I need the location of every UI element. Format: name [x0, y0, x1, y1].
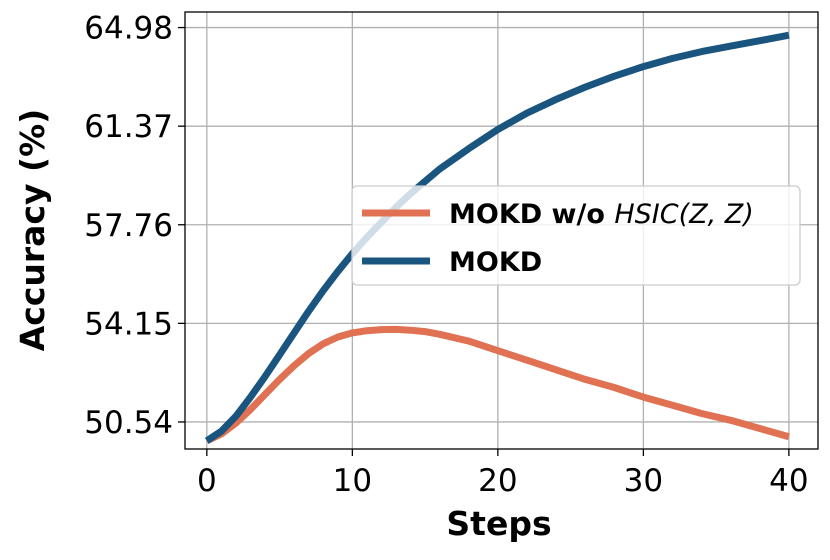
y-axis-title: Accuracy (%) — [13, 109, 52, 352]
plot-frame — [184, 11, 819, 450]
y-tick-label: 54.15 — [84, 306, 173, 342]
x-tick-label: 10 — [333, 463, 372, 499]
x-tick-label: 0 — [197, 463, 217, 499]
y-tick-label: 57.76 — [84, 208, 173, 244]
y-tick-label: 50.54 — [84, 405, 173, 441]
x-tick-label: 20 — [478, 463, 517, 499]
x-tick-label: 30 — [624, 463, 663, 499]
x-axis-title: Steps — [446, 504, 551, 543]
legend-box — [351, 185, 801, 286]
y-tick-label: 64.98 — [84, 11, 173, 47]
legend-label-1: MOKD — [449, 247, 542, 278]
legend-label-0: MOKD w/o HSIC(Z, Z) — [449, 199, 754, 230]
y-tick-label: 61.37 — [84, 109, 173, 145]
legend: MOKD w/o HSIC(Z, Z) MOKD — [351, 185, 801, 286]
x-tick-label: 40 — [769, 463, 808, 499]
ticks: 0 10 20 30 40 50.54 54.15 57.76 61.37 64.98 — [84, 11, 808, 499]
series-line-0 — [205, 325, 790, 444]
